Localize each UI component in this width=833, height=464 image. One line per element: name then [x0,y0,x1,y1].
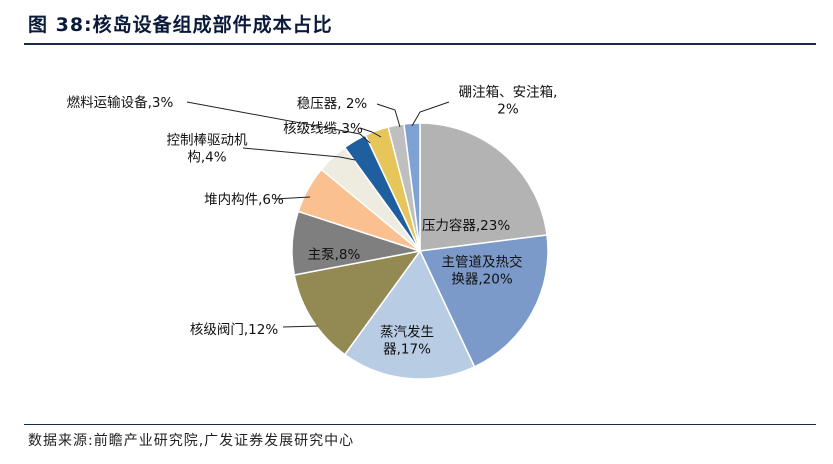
slice-label-1: 压力容器,23% [422,217,510,234]
leader-line-10 [376,103,401,128]
leader-line-4 [282,325,319,328]
source-note: 数据来源:前瞻产业研究院,广发证券发展研究中心 [28,433,355,449]
figure-title: 图 38:核岛设备组成部件成本占比 [28,14,333,36]
leader-line-11 [411,101,450,127]
source-rule [24,424,816,425]
slice-label-7: 控制棒驱动机构,4% [167,133,248,166]
slice-label-2: 主管道及热交换器,20% [442,254,523,288]
pie-slice-2 [418,234,549,368]
leader-line-9 [359,127,382,138]
slice-label-4: 核级阀门,12% [190,322,278,338]
leader-line-7 [242,147,356,161]
slice-label-3: 蒸汽发生器,17% [380,325,434,358]
slice-label-11: 硼注箱、安注箱, 2% [459,85,558,118]
slice-label-9: 核级线缆,3% [283,121,363,137]
slice-label-6: 堆内构件,6% [204,192,284,208]
pie-slice-4 [293,249,422,356]
leader-line-6 [273,196,311,200]
title-rule [24,43,816,45]
slice-label-8: 燃料运输设备,3% [67,94,174,111]
slice-label-5: 主泵,8% [308,247,361,263]
pie-slice-1 [419,122,548,252]
pie-slice-11 [403,122,421,252]
leader-line-8 [186,101,371,144]
slice-label-10: 稳压器, 2% [297,96,368,112]
pie-slice-3 [343,249,476,380]
